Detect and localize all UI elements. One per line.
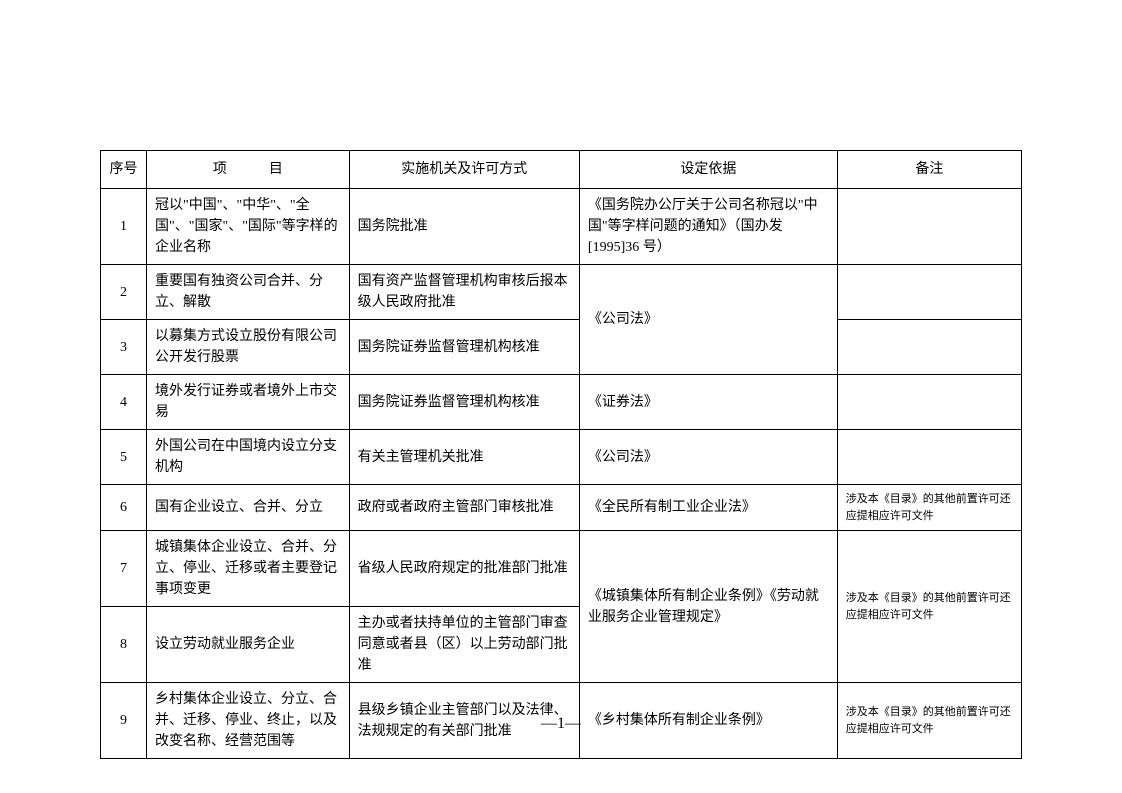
table-header-row: 序号 项 目 实施机关及许可方式 设定依据 备注 [101, 151, 1022, 189]
cell-note: 涉及本《目录》的其他前置许可还应提相应许可文件 [837, 485, 1021, 531]
cell-impl: 国务院批准 [349, 189, 579, 265]
header-item: 项 目 [147, 151, 350, 189]
cell-seq: 5 [101, 430, 147, 485]
table-row: 1 冠以"中国"、"中华"、"全国"、"国家"、"国际"等字样的企业名称 国务院… [101, 189, 1022, 265]
cell-note: 涉及本《目录》的其他前置许可还应提相应许可文件 [837, 531, 1021, 683]
cell-seq: 1 [101, 189, 147, 265]
table-row: 4 境外发行证券或者境外上市交易 国务院证券监督管理机构核准 《证券法》 [101, 375, 1022, 430]
cell-basis: 《全民所有制工业企业法》 [579, 485, 837, 531]
cell-basis: 《公司法》 [579, 265, 837, 375]
cell-impl: 政府或者政府主管部门审核批准 [349, 485, 579, 531]
cell-basis: 《证券法》 [579, 375, 837, 430]
header-impl: 实施机关及许可方式 [349, 151, 579, 189]
cell-seq: 3 [101, 320, 147, 375]
cell-item: 外国公司在中国境内设立分支机构 [147, 430, 350, 485]
cell-impl: 有关主管理机关批准 [349, 430, 579, 485]
cell-seq: 7 [101, 531, 147, 607]
cell-note [837, 265, 1021, 320]
table-row: 5 外国公司在中国境内设立分支机构 有关主管理机关批准 《公司法》 [101, 430, 1022, 485]
cell-note [837, 375, 1021, 430]
table-row: 6 国有企业设立、合并、分立 政府或者政府主管部门审核批准 《全民所有制工业企业… [101, 485, 1022, 531]
table-row: 7 城镇集体企业设立、合并、分立、停业、迁移或者主要登记事项变更 省级人民政府规… [101, 531, 1022, 607]
cell-item: 冠以"中国"、"中华"、"全国"、"国家"、"国际"等字样的企业名称 [147, 189, 350, 265]
cell-item: 城镇集体企业设立、合并、分立、停业、迁移或者主要登记事项变更 [147, 531, 350, 607]
cell-note [837, 189, 1021, 265]
main-table: 序号 项 目 实施机关及许可方式 设定依据 备注 1 冠以"中国"、"中华"、"… [100, 150, 1022, 759]
cell-basis: 《国务院办公厅关于公司名称冠以"中国"等字样问题的通知》（国办发[1995]36… [579, 189, 837, 265]
cell-item: 境外发行证券或者境外上市交易 [147, 375, 350, 430]
page-container: 序号 项 目 实施机关及许可方式 设定依据 备注 1 冠以"中国"、"中华"、"… [0, 0, 1122, 759]
page-number: ―1― [0, 715, 1122, 733]
cell-item: 以募集方式设立股份有限公司公开发行股票 [147, 320, 350, 375]
cell-basis: 《城镇集体所有制企业条例》《劳动就业服务企业管理规定》 [579, 531, 837, 683]
header-seq: 序号 [101, 151, 147, 189]
cell-note [837, 320, 1021, 375]
table-row: 3 以募集方式设立股份有限公司公开发行股票 国务院证券监督管理机构核准 [101, 320, 1022, 375]
cell-seq: 6 [101, 485, 147, 531]
cell-impl: 国务院证券监督管理机构核准 [349, 320, 579, 375]
cell-item: 设立劳动就业服务企业 [147, 607, 350, 683]
cell-seq: 8 [101, 607, 147, 683]
cell-impl: 省级人民政府规定的批准部门批准 [349, 531, 579, 607]
header-basis: 设定依据 [579, 151, 837, 189]
cell-impl: 主办或者扶持单位的主管部门审查同意或者县（区）以上劳动部门批准 [349, 607, 579, 683]
table-row: 2 重要国有独资公司合并、分立、解散 国有资产监督管理机构审核后报本级人民政府批… [101, 265, 1022, 320]
cell-basis: 《公司法》 [579, 430, 837, 485]
cell-item: 重要国有独资公司合并、分立、解散 [147, 265, 350, 320]
cell-impl: 国有资产监督管理机构审核后报本级人民政府批准 [349, 265, 579, 320]
cell-seq: 4 [101, 375, 147, 430]
cell-note [837, 430, 1021, 485]
cell-impl: 国务院证券监督管理机构核准 [349, 375, 579, 430]
cell-item: 国有企业设立、合并、分立 [147, 485, 350, 531]
cell-seq: 2 [101, 265, 147, 320]
header-note: 备注 [837, 151, 1021, 189]
